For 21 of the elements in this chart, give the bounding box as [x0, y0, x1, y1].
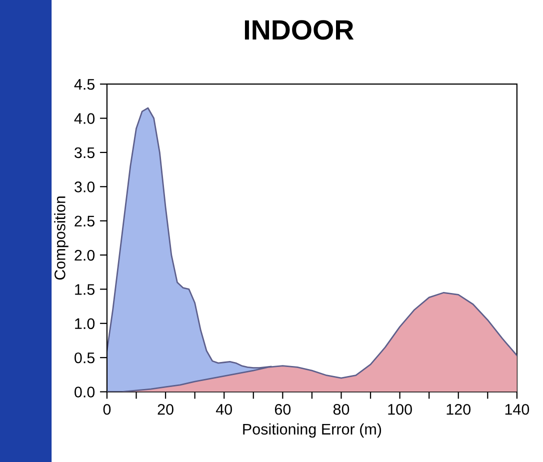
y-axis-title: Composition [54, 196, 68, 280]
x-tick-label: 80 [333, 404, 350, 415]
x-tick-label: 60 [274, 404, 291, 415]
y-tick-label: 3.0 [74, 182, 95, 192]
x-tick-label: 40 [216, 404, 232, 415]
y-tick-label: 1.5 [75, 284, 95, 295]
x-tick-label: 140 [505, 404, 530, 415]
x-tick-label: 0 [103, 404, 111, 415]
x-tick-label: 100 [388, 404, 412, 415]
y-tick-label: 4.5 [74, 79, 95, 90]
chart-title: INDOOR [244, 20, 354, 40]
x-axis-title: Positioning Error (m) [243, 423, 382, 438]
y-tick-label: 0.5 [74, 352, 95, 364]
x-tick-label: 120 [446, 404, 471, 415]
x-tick-label: 20 [158, 404, 174, 415]
y-tick-label: 2.5 [74, 216, 95, 227]
y-tick-label: 1.0 [75, 318, 95, 330]
y-tick-label: 3.5 [74, 147, 95, 158]
y-tick-label: 2.0 [74, 250, 95, 261]
y-tick-label: 4.0 [74, 113, 95, 124]
y-tick-label: 0.0 [74, 386, 95, 398]
